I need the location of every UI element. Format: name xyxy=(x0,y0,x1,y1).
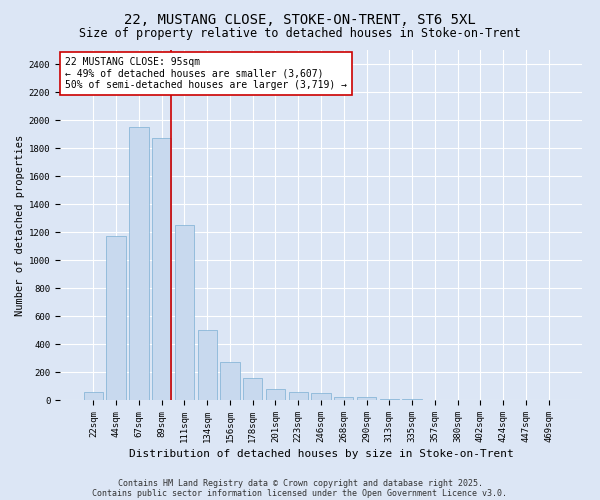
Y-axis label: Number of detached properties: Number of detached properties xyxy=(14,134,25,316)
Bar xyxy=(175,225,194,400)
Bar xyxy=(84,392,103,400)
Bar xyxy=(152,138,172,400)
Bar xyxy=(380,399,399,400)
Text: 22, MUSTANG CLOSE, STOKE-ON-TRENT, ST6 5XL: 22, MUSTANG CLOSE, STOKE-ON-TRENT, ST6 5… xyxy=(124,12,476,26)
Bar xyxy=(220,362,239,400)
Bar xyxy=(197,330,217,400)
Bar xyxy=(311,393,331,400)
Bar xyxy=(334,397,353,400)
Text: Contains public sector information licensed under the Open Government Licence v3: Contains public sector information licen… xyxy=(92,488,508,498)
Bar xyxy=(289,392,308,400)
Bar xyxy=(106,236,126,400)
Bar xyxy=(129,127,149,400)
Text: Contains HM Land Registry data © Crown copyright and database right 2025.: Contains HM Land Registry data © Crown c… xyxy=(118,478,482,488)
Text: 22 MUSTANG CLOSE: 95sqm
← 49% of detached houses are smaller (3,607)
50% of semi: 22 MUSTANG CLOSE: 95sqm ← 49% of detache… xyxy=(65,57,347,90)
Bar xyxy=(266,389,285,400)
Text: Size of property relative to detached houses in Stoke-on-Trent: Size of property relative to detached ho… xyxy=(79,28,521,40)
Bar xyxy=(243,378,262,400)
X-axis label: Distribution of detached houses by size in Stoke-on-Trent: Distribution of detached houses by size … xyxy=(128,449,514,459)
Bar xyxy=(357,398,376,400)
